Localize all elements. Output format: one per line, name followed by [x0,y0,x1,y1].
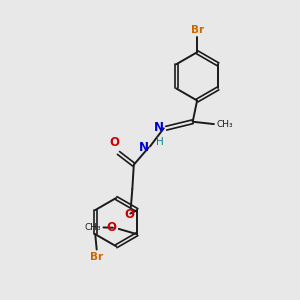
Text: N: N [139,141,148,154]
Text: O: O [110,136,119,149]
Text: Br: Br [190,25,204,34]
Text: H: H [157,137,164,147]
Text: O: O [106,221,116,234]
Text: O: O [125,208,135,221]
Text: CH₃: CH₃ [85,223,101,232]
Text: N: N [154,121,164,134]
Text: CH₃: CH₃ [217,120,233,129]
Text: Br: Br [90,253,103,262]
